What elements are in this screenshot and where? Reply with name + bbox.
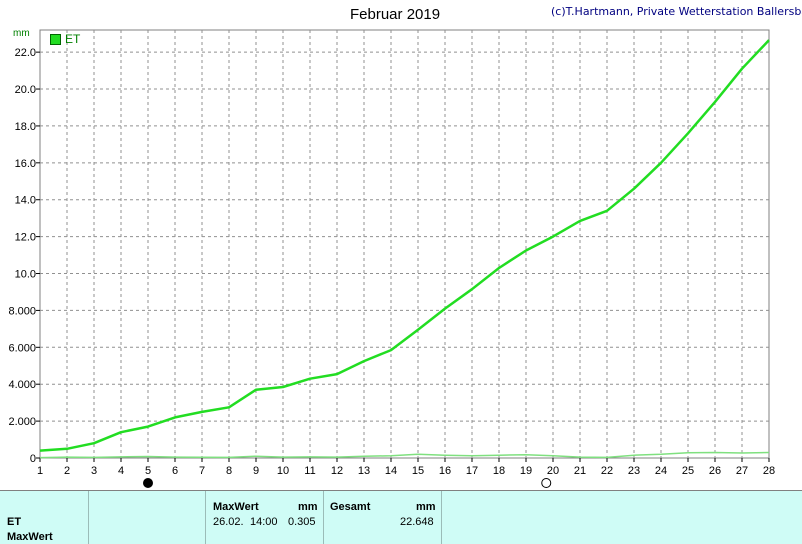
total-header: Gesamt — [330, 501, 371, 513]
x-tick-label: 8 — [226, 465, 232, 477]
x-tick-label: 22 — [601, 465, 613, 477]
chart-title: Februar 2019 — [350, 6, 441, 23]
copyright: (c)T.Hartmann, Private Wetterstation Bal… — [551, 5, 802, 18]
y-tick-label: 20.0 — [15, 84, 36, 96]
max-header: MaxWert — [213, 501, 259, 513]
x-tick-label: 18 — [493, 465, 505, 477]
y-tick-label: 12.0 — [15, 232, 36, 244]
y-tick-label: 8.000 — [8, 305, 36, 317]
y-tick-label: 22.0 — [15, 47, 36, 59]
y-tick-label: 10.0 — [15, 269, 36, 281]
max-unit: mm — [298, 501, 318, 513]
y-axis: 0 2.000 4.000 6.000 8.000 10.0 12.0 14.0 16.0 18.… — [8, 47, 40, 465]
x-tick-label: 10 — [277, 465, 289, 477]
x-tick-label: 4 — [118, 465, 124, 477]
full-moon-marker — [541, 478, 552, 488]
panel-max-cell: MaxWert mm 26.02. 14:00 0.305 — [206, 491, 324, 544]
legend: ET — [50, 32, 80, 46]
new-moon-marker — [143, 478, 153, 488]
x-tick-label: 6 — [172, 465, 178, 477]
series-layer — [39, 39, 770, 459]
y-tick-label: 6.000 — [8, 342, 36, 354]
panel-series-label: ET — [7, 516, 22, 528]
y-axis-unit: mm — [13, 28, 30, 39]
x-tick-label: 7 — [199, 465, 205, 477]
total-unit: mm — [416, 501, 436, 513]
x-tick-label: 25 — [682, 465, 694, 477]
panel-maxwert-label: MaxWert — [7, 531, 53, 543]
y-tick-label: 4.000 — [8, 379, 36, 391]
series-line-secondary — [39, 451, 770, 459]
plot-frame — [39, 29, 770, 459]
legend-label-et: ET — [65, 32, 81, 46]
moon-phases — [143, 478, 552, 488]
x-tick-label: 14 — [385, 465, 397, 477]
y-tick-label: 2.000 — [8, 416, 36, 428]
panel-total-cell: Gesamt mm 22.648 — [324, 491, 442, 544]
x-tick-label: 20 — [547, 465, 559, 477]
x-tick-label: 5 — [145, 465, 151, 477]
x-axis: 1 2 3 4 5 6 7 8 9 10 11 12 13 14 15 16 17 18 19 20 21 22 23 24 2… — [37, 458, 775, 477]
x-tick-label: 16 — [439, 465, 451, 477]
x-tick-label: 24 — [655, 465, 667, 477]
summary-panel: ET MaxWert MaxWert mm 26.02. 14:00 0.305… — [0, 490, 802, 544]
x-tick-label: 1 — [37, 465, 43, 477]
total-value: 22.648 — [400, 516, 434, 528]
x-tick-label: 3 — [91, 465, 97, 477]
x-tick-label: 11 — [304, 465, 315, 477]
y-tick-label: 16.0 — [15, 158, 36, 170]
x-tick-label: 27 — [736, 465, 748, 477]
x-tick-label: 26 — [709, 465, 721, 477]
x-tick-label: 2 — [64, 465, 70, 477]
series-line-et — [39, 39, 770, 452]
x-tick-label: 28 — [763, 465, 775, 477]
chart: 0 2.000 4.000 6.000 8.000 10.0 12.0 14.0 16.0 18.… — [8, 29, 775, 488]
y-tick-label: 0 — [30, 453, 36, 465]
x-tick-label: 9 — [253, 465, 259, 477]
max-date: 26.02. — [213, 516, 244, 528]
x-tick-label: 21 — [574, 465, 586, 477]
max-time: 14:00 — [250, 516, 278, 528]
y-tick-label: 14.0 — [15, 195, 36, 207]
x-tick-label: 12 — [331, 465, 343, 477]
x-tick-label: 15 — [412, 465, 424, 477]
x-tick-label: 17 — [466, 465, 478, 477]
max-value: 0.305 — [288, 516, 316, 528]
x-tick-label: 13 — [358, 465, 370, 477]
panel-labels-cell: ET MaxWert — [0, 491, 89, 544]
panel-empty-cell — [89, 491, 206, 544]
x-tick-label: 19 — [520, 465, 532, 477]
y-tick-label: 18.0 — [15, 121, 36, 133]
x-tick-label: 23 — [628, 465, 640, 477]
legend-swatch-et — [50, 33, 61, 45]
